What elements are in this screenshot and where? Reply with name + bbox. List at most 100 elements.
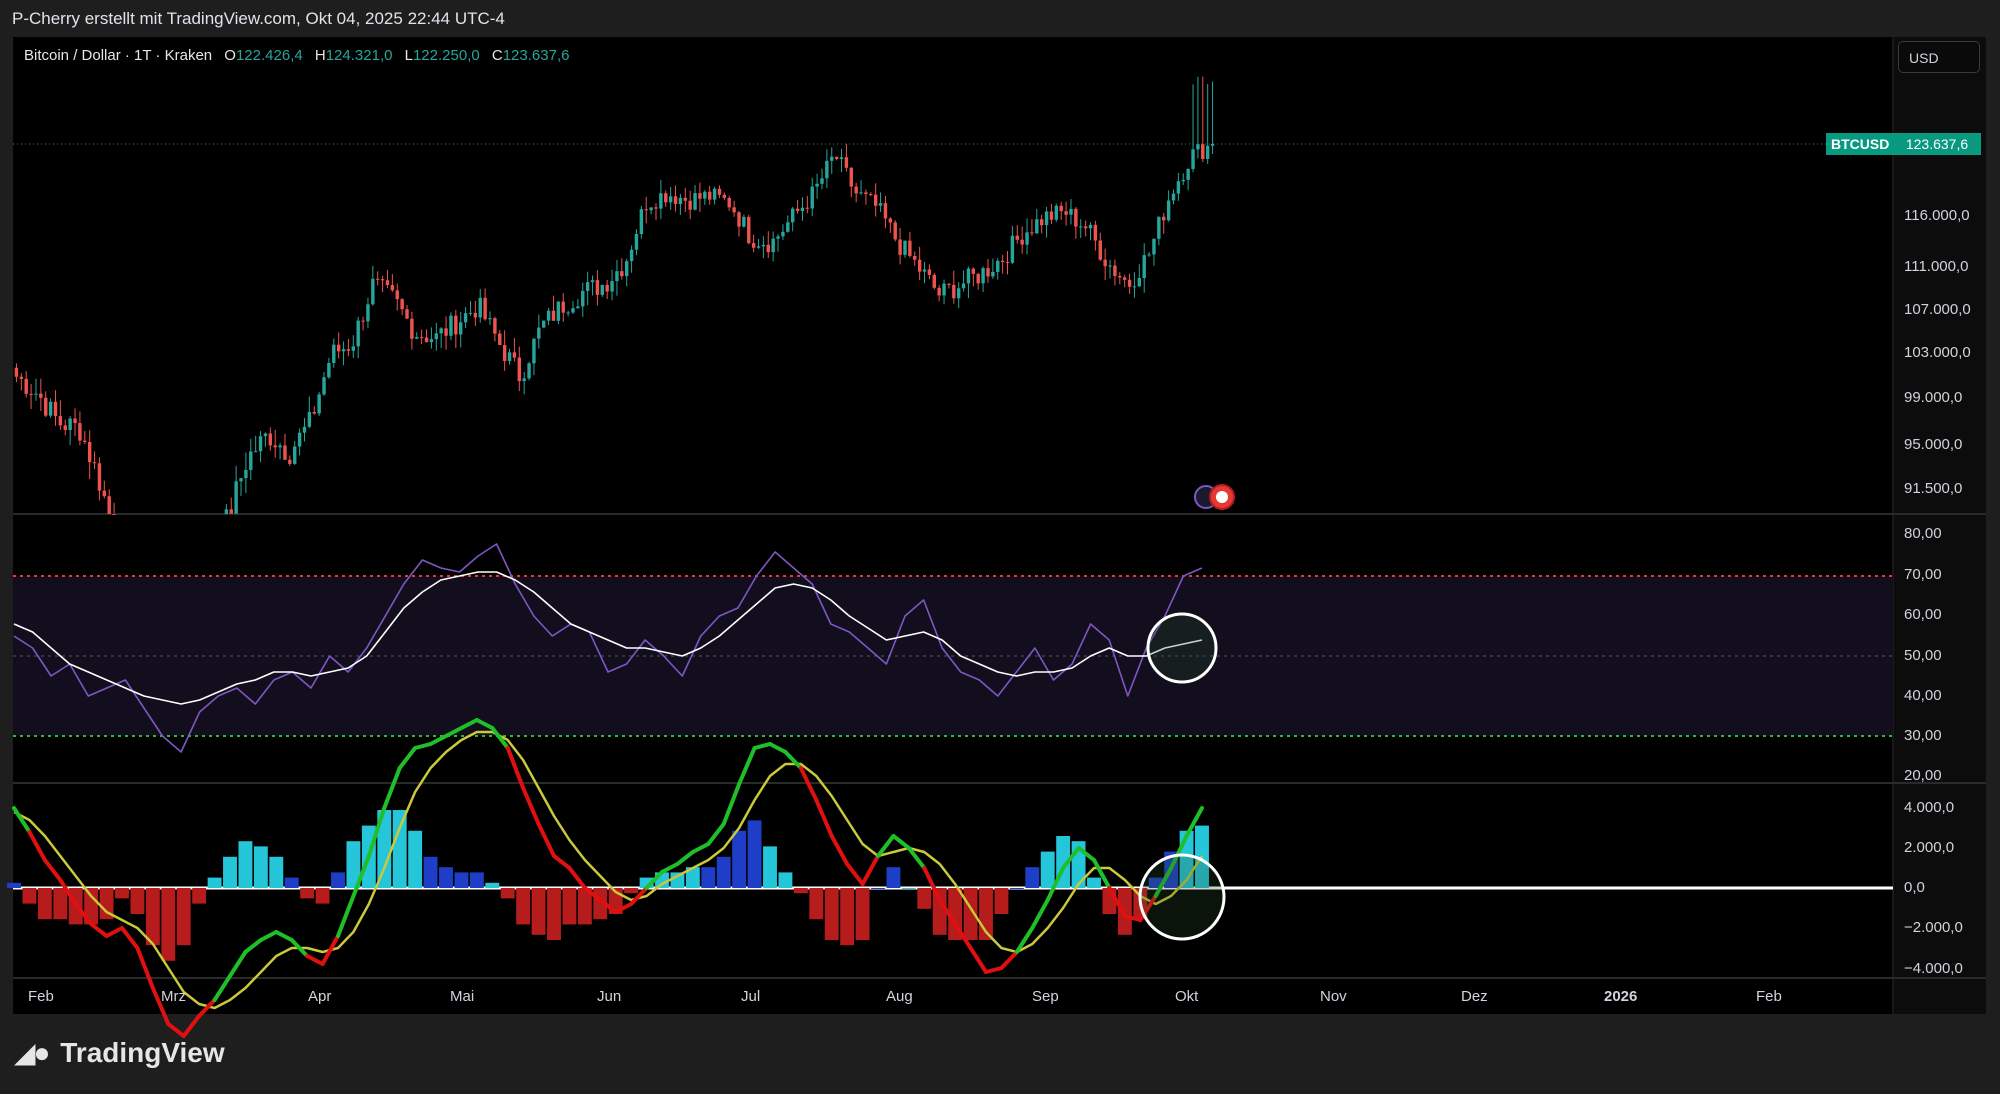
candle-body [664, 193, 668, 203]
candle-body [805, 207, 810, 209]
macd-line-segment [891, 834, 911, 850]
candle-body [717, 188, 722, 195]
macd-line-segment [937, 898, 958, 926]
candle-body [1025, 232, 1029, 245]
macd-histogram-bar [732, 830, 747, 888]
candle-body [966, 268, 971, 284]
candle-body [566, 312, 570, 314]
macd-line-segment [598, 898, 618, 914]
macd-line-segment [706, 822, 726, 846]
candle-body [1201, 144, 1205, 159]
macd-histogram-bar [84, 888, 99, 925]
candle-body [1152, 238, 1156, 255]
candle-body [893, 222, 897, 240]
chart-header: P-Cherry erstellt mit TradingView.com, O… [12, 9, 505, 28]
price-tick: 99.000,0 [1904, 389, 1963, 406]
macd-line-segment [444, 726, 464, 738]
candle-body [1186, 168, 1190, 180]
candle-body [400, 299, 404, 310]
candle-body [678, 197, 683, 205]
chart-frame[interactable] [13, 37, 1986, 1014]
macd-line-segment [536, 822, 556, 858]
legend-low-key: L [404, 47, 413, 64]
legend-symbol[interactable]: Bitcoin / Dollar · 1T · Kraken [24, 47, 213, 64]
macd-group [7, 718, 1209, 1038]
macd-line-segment [752, 742, 772, 750]
candle-body [1088, 224, 1093, 229]
candle-body [991, 271, 995, 277]
candle-body [258, 436, 263, 452]
x-tick-sep: Sep [1032, 988, 1059, 1005]
macd-histogram-bar [531, 888, 546, 935]
candle-body [273, 445, 277, 448]
price-axis[interactable] [1893, 37, 1986, 1014]
candle-body [502, 345, 507, 361]
candle-body [405, 309, 409, 319]
macd-signal-line [13, 730, 1204, 1010]
candle-body [229, 509, 233, 514]
candle-body [1015, 235, 1019, 240]
candle-body [1079, 226, 1083, 228]
symbol-price-tag: BTCUSD [1826, 133, 1895, 155]
macd-line-segment [644, 870, 664, 890]
candle-body [1162, 216, 1166, 221]
macd-histogram-bar [22, 888, 37, 904]
candle-body [790, 208, 795, 223]
macd-histogram-bar [53, 888, 68, 920]
macd-line-segment [829, 834, 850, 866]
currency-selector[interactable]: USD [1898, 41, 1980, 73]
candle-body [615, 271, 619, 282]
candle-body [1083, 226, 1088, 229]
candle-body [888, 218, 893, 223]
candle-body [102, 490, 107, 497]
candle-body [737, 212, 741, 227]
macd-line-segment [58, 878, 78, 906]
macd-line-segment [258, 930, 279, 942]
candle-body [952, 284, 956, 299]
rsi-tick: 60,00 [1904, 606, 1942, 623]
candle-body [1196, 144, 1200, 150]
macd-histogram-bar [670, 872, 685, 888]
candle-body [844, 157, 849, 168]
macd-line-segment [382, 766, 402, 810]
candle-body [786, 222, 790, 232]
candle-body [512, 352, 517, 358]
macd-histogram-bar [547, 888, 561, 940]
candle-body [756, 246, 761, 248]
macd-histogram-bar [392, 810, 407, 888]
price-tick: 95.000,0 [1904, 436, 1963, 453]
macd-histogram-bar [408, 830, 423, 888]
candle-body [766, 244, 770, 253]
macd-histogram-bar [763, 846, 777, 888]
macd-histogram-bar [439, 867, 453, 888]
macd-histogram-bar [161, 888, 176, 961]
macd-histogram-bar [1009, 888, 1024, 889]
macd-line-segment [228, 950, 248, 978]
candle-body [683, 197, 687, 201]
macd-histogram-bar [932, 888, 947, 935]
candle-body [751, 243, 756, 248]
macd-line-segment [305, 954, 325, 966]
candle-body [459, 322, 463, 335]
candle-body [1044, 211, 1049, 226]
macd-line-segment [629, 886, 649, 906]
macd-histogram-bar [1025, 867, 1040, 888]
macd-line-segment [567, 866, 587, 890]
candle-body [1103, 259, 1107, 267]
candle-body [507, 352, 512, 361]
tradingview-logo[interactable]: ◢● TradingView [14, 1036, 225, 1069]
candles-group [14, 76, 1215, 515]
candle-body [873, 194, 878, 206]
candle-body [263, 433, 268, 437]
candle-body [956, 288, 961, 299]
candle-body [532, 338, 536, 364]
macd-line-segment [860, 854, 880, 886]
macd-histogram-bar [346, 841, 361, 888]
candle-body [1132, 286, 1137, 288]
brand-name: TradingView [60, 1037, 225, 1068]
candle-body [317, 394, 321, 414]
macd-line-segment [336, 894, 356, 938]
candle-body [454, 315, 458, 335]
candle-body [493, 318, 497, 334]
candle-body [1166, 200, 1171, 221]
